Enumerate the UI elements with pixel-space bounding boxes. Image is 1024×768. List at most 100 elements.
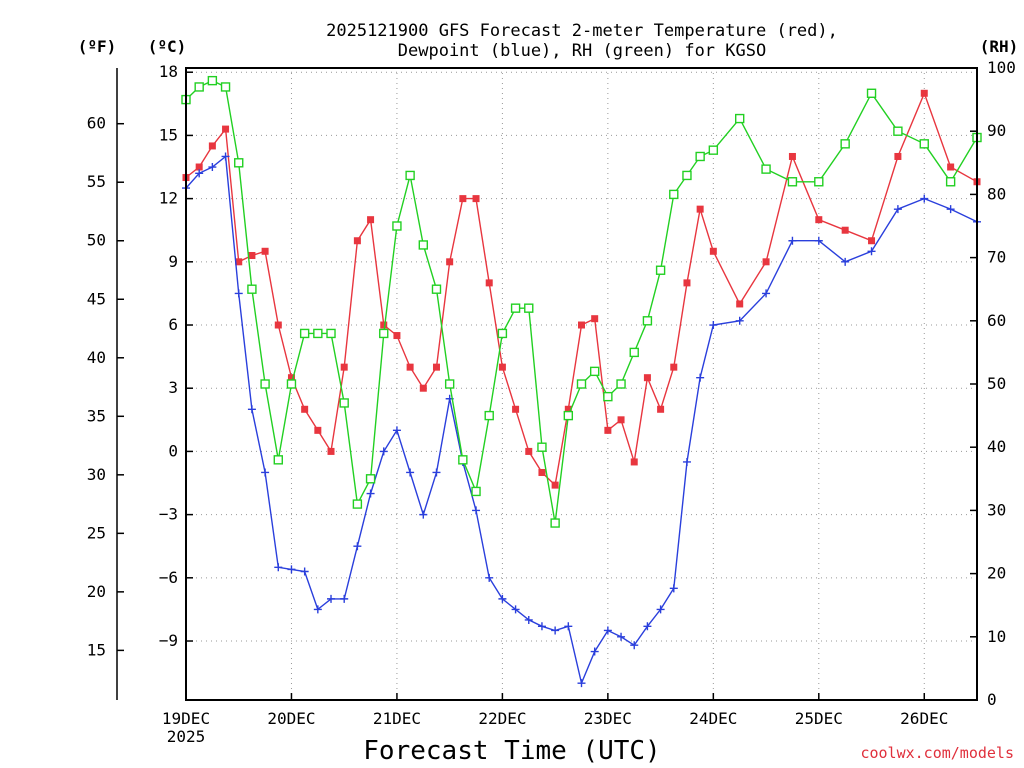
fahrenheit-axis: 60 55 50 45 40 35 30 25 20 15 bbox=[87, 114, 124, 659]
rh-point bbox=[840, 139, 850, 149]
temperature-point bbox=[591, 315, 599, 323]
rh-tick-label: 80 bbox=[987, 184, 1006, 203]
rh-point bbox=[339, 398, 349, 408]
temperature-point bbox=[472, 195, 480, 203]
rh-point bbox=[537, 442, 547, 452]
temperature-point bbox=[353, 237, 361, 245]
rh-point bbox=[814, 177, 824, 187]
rh-point bbox=[603, 391, 613, 402]
fahrenheit-tick-label: 55 bbox=[87, 172, 106, 191]
temperature-point bbox=[208, 142, 216, 150]
rh-point bbox=[669, 189, 679, 200]
dewpoint-point bbox=[814, 236, 823, 245]
rh-point bbox=[299, 328, 310, 339]
dewpoint-point bbox=[696, 373, 705, 382]
dewpoint-point bbox=[353, 542, 362, 551]
dewpoint-point bbox=[524, 615, 533, 624]
rh-point bbox=[392, 221, 402, 231]
temperature-point bbox=[446, 258, 454, 266]
time-year-label: 2025 bbox=[167, 727, 206, 746]
dewpoint-point bbox=[498, 594, 507, 603]
dewpoint-point bbox=[537, 622, 546, 631]
rh-point bbox=[220, 82, 231, 92]
dewpoint-point bbox=[247, 405, 256, 414]
temperature-point bbox=[617, 416, 625, 424]
temperature-point bbox=[432, 363, 440, 371]
temperature-point bbox=[393, 332, 401, 340]
temperature-point bbox=[459, 195, 467, 203]
dewpoint-point bbox=[287, 565, 296, 574]
temperature-point bbox=[485, 279, 493, 287]
dewpoint-point bbox=[617, 632, 626, 641]
temperature-point bbox=[894, 152, 902, 160]
fahrenheit-tick-label: 50 bbox=[87, 231, 106, 250]
dewpoint-point bbox=[432, 468, 441, 477]
temperature-point bbox=[287, 374, 295, 382]
dewpoint-point bbox=[261, 468, 270, 477]
rh-tick-label: 90 bbox=[987, 121, 1006, 140]
rh-point bbox=[458, 455, 468, 465]
rh-tick-label: 30 bbox=[987, 500, 1006, 519]
fahrenheit-tick-label: 45 bbox=[87, 289, 106, 308]
temperature-point bbox=[512, 405, 520, 413]
time-tick-label: 25DEC bbox=[795, 709, 843, 728]
rh-tick-label: 50 bbox=[987, 374, 1006, 393]
temperature-point bbox=[657, 405, 665, 413]
rh-tick-label: 70 bbox=[987, 248, 1006, 267]
dewpoint-point bbox=[946, 205, 955, 214]
temperature-point bbox=[564, 405, 572, 413]
rh-point bbox=[471, 486, 481, 497]
temperature-point bbox=[340, 363, 348, 371]
dewpoint-point bbox=[867, 247, 876, 256]
temperature-point bbox=[736, 300, 744, 308]
temperature-point bbox=[815, 216, 823, 224]
rh-tick-label: 10 bbox=[987, 627, 1006, 646]
rh-point bbox=[365, 474, 376, 484]
rh-tick-label: 60 bbox=[987, 311, 1006, 330]
rh-point bbox=[524, 303, 534, 313]
temperature-point bbox=[868, 237, 876, 245]
rh-point bbox=[247, 284, 257, 294]
dewpoint-point bbox=[419, 510, 428, 519]
dewpoint-point bbox=[511, 605, 520, 614]
time-tick-label: 26DEC bbox=[900, 709, 948, 728]
dewpoint-point bbox=[669, 584, 678, 593]
celsius-tick-label: 18 bbox=[159, 62, 178, 81]
rh-point bbox=[194, 82, 204, 92]
temperature-point bbox=[248, 251, 256, 259]
dewpoint-point bbox=[392, 426, 401, 435]
rh-point bbox=[286, 379, 297, 389]
temperature-point bbox=[947, 163, 955, 171]
temperature-point bbox=[195, 163, 203, 171]
dewpoint-point bbox=[603, 626, 612, 635]
dewpoint-point bbox=[300, 567, 309, 576]
celsius-tick-label: 9 bbox=[168, 252, 178, 271]
rh-tick-label: 0 bbox=[987, 690, 997, 709]
rh-point bbox=[418, 240, 428, 250]
rh-point bbox=[352, 499, 363, 509]
rh-point bbox=[576, 379, 587, 389]
celsius-tick-label: 0 bbox=[168, 441, 178, 460]
fahrenheit-tick-label: 60 bbox=[87, 114, 106, 133]
fahrenheit-tick-label: 30 bbox=[87, 465, 106, 484]
time-tick-label: 22DEC bbox=[478, 709, 526, 728]
rh-point bbox=[695, 151, 705, 162]
rh-point bbox=[379, 328, 389, 339]
temperature-point bbox=[222, 125, 230, 133]
temperature-point bbox=[709, 247, 717, 255]
time-tick-label: 21DEC bbox=[373, 709, 421, 728]
chart-title-line-1: 2025121900 GFS Forecast 2-meter Temperat… bbox=[326, 21, 838, 41]
time-tick-label: 20DEC bbox=[267, 709, 315, 728]
temperature-point bbox=[762, 258, 770, 266]
rh-point bbox=[682, 170, 692, 181]
dewpoint-point bbox=[735, 316, 744, 325]
temperature-point bbox=[630, 458, 638, 466]
fahrenheit-tick-label: 15 bbox=[87, 640, 106, 659]
dewpoint-point bbox=[313, 605, 322, 614]
rh-point bbox=[497, 328, 508, 339]
rh-point bbox=[893, 126, 903, 136]
rh-point bbox=[260, 379, 270, 389]
rh-tick-label: 20 bbox=[987, 564, 1006, 583]
